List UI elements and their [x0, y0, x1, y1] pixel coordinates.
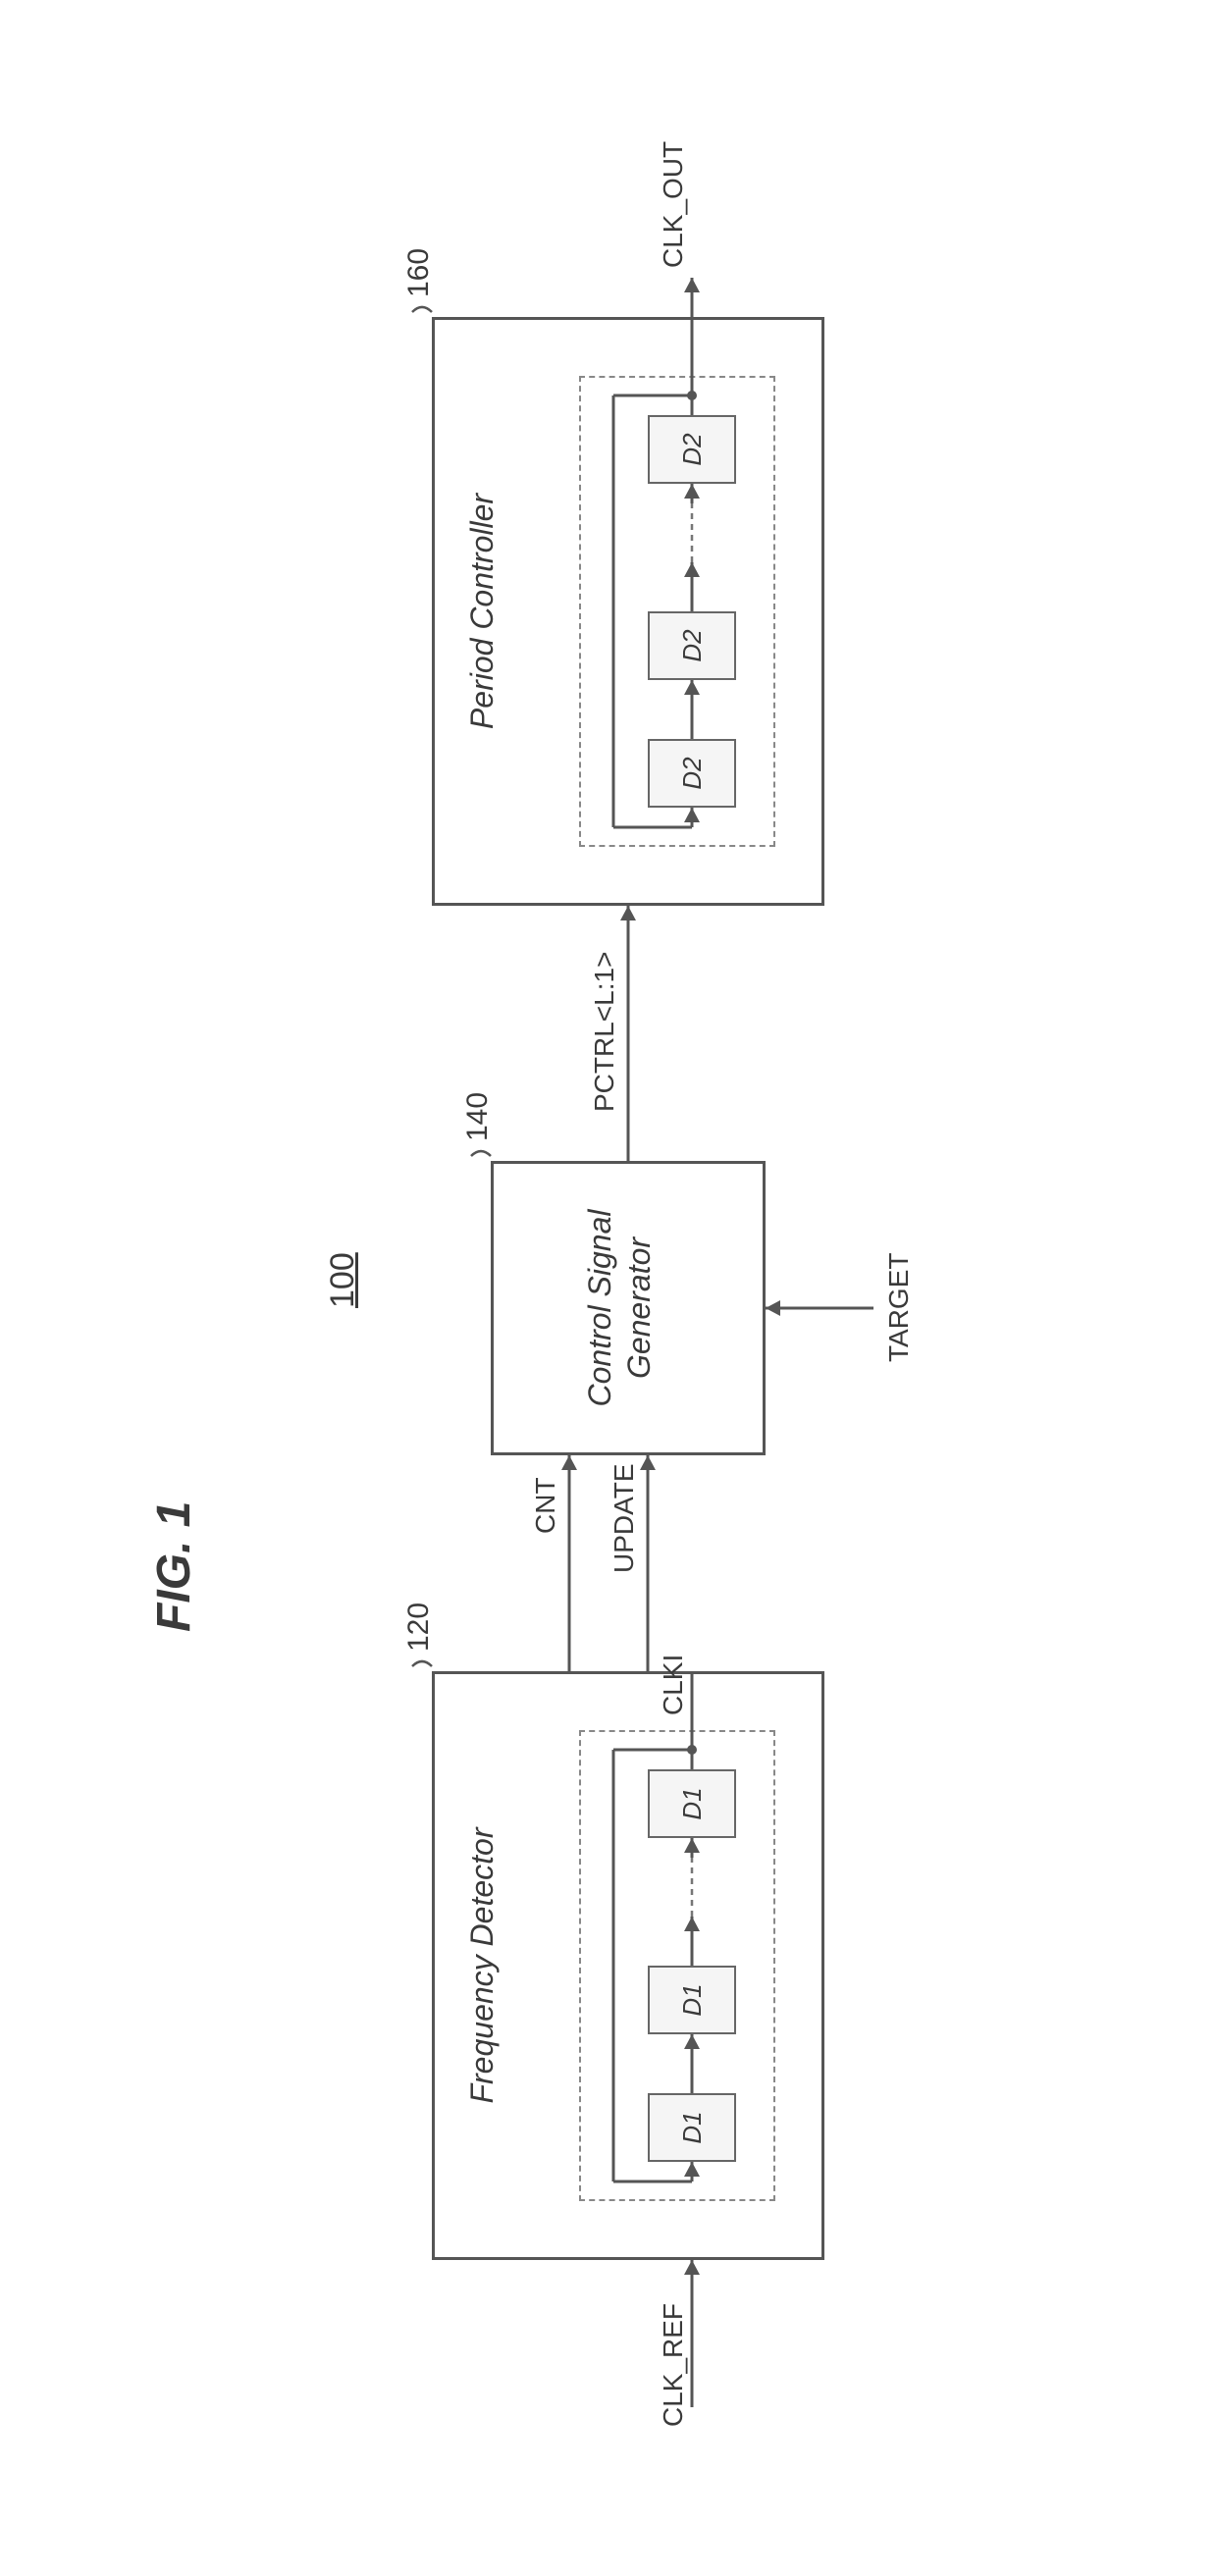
control-generator-block: Control Signal Generator: [491, 1161, 766, 1455]
period-title: Period Controller: [464, 320, 501, 903]
clki-label: CLKI: [658, 1654, 689, 1714]
clk-ref-label: CLK_REF: [658, 2302, 689, 2426]
period-delay-1: D2: [648, 739, 736, 808]
freq-delay-1: D1: [648, 2093, 736, 2162]
ctrl-ref-num: 140: [461, 1091, 495, 1140]
target-label: TARGET: [883, 1252, 915, 1361]
freq-delay-2: D1: [648, 1966, 736, 2034]
cnt-label: CNT: [530, 1477, 561, 1534]
ctrl-title-1: Control Signal: [582, 1164, 618, 1452]
figure-title: FIG. 1: [147, 1500, 201, 1631]
freq-detector-title: Frequency Detector: [464, 1674, 501, 2257]
update-label: UPDATE: [608, 1463, 640, 1573]
period-delay-2: D2: [648, 611, 736, 680]
system-ref: 100: [324, 1252, 362, 1308]
freq-ref-num: 120: [402, 1602, 436, 1651]
freq-delay-n: D1: [648, 1769, 736, 1838]
pctrl-label: PCTRL<L:1>: [589, 951, 620, 1111]
period-ref-num: 160: [402, 247, 436, 296]
clk-out-label: CLK_OUT: [658, 140, 689, 267]
period-delay-n: D2: [648, 415, 736, 484]
diagram-root: FIG. 1 100 Frequency Detector 120 D1 D1 …: [118, 111, 1099, 2466]
ctrl-title-2: Generator: [621, 1164, 658, 1452]
